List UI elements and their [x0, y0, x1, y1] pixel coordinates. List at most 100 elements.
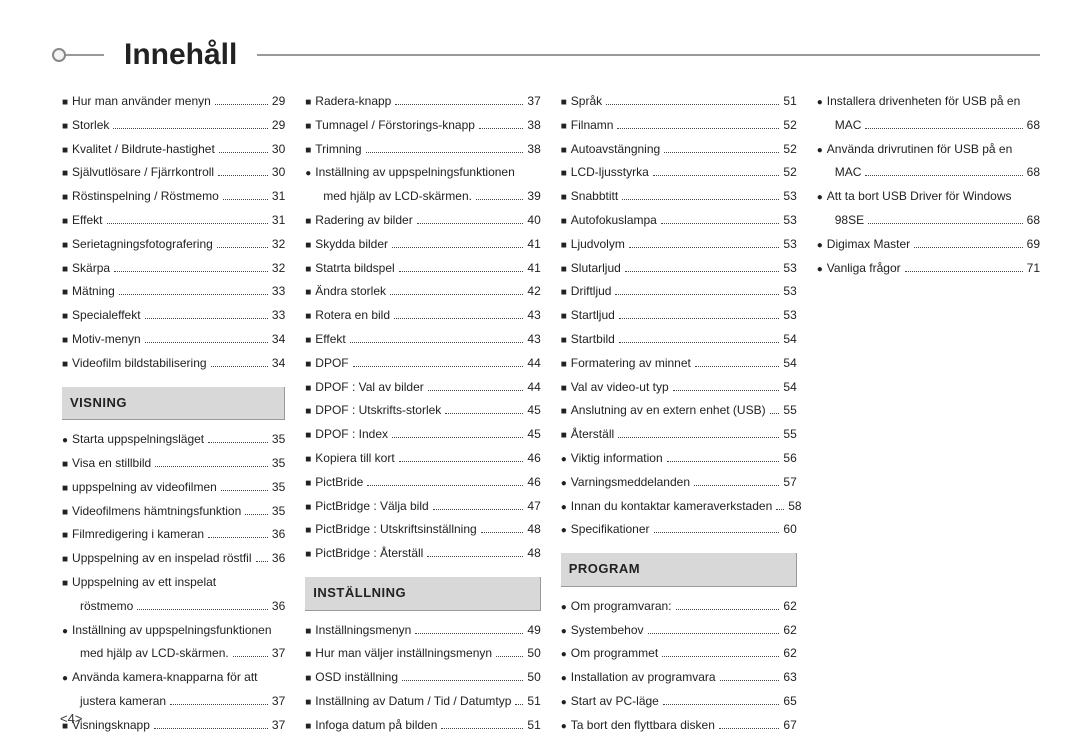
toc-entry: ■Startljud53	[561, 304, 797, 327]
toc-entry: ■Autofokuslampa53	[561, 209, 797, 232]
toc-entry: ●Inställning av uppspelningsfunktionen	[62, 619, 285, 642]
bullet-icon: ■	[62, 479, 68, 498]
toc-entry-label: OSD inställning	[315, 666, 398, 689]
toc-entry: ■Driftljud53	[561, 280, 797, 303]
toc-entry: ■Ändra storlek42	[305, 280, 541, 303]
toc-entry-page: 51	[783, 90, 796, 113]
leader-dots	[107, 223, 268, 224]
bullet-icon: ■	[305, 498, 311, 517]
leader-dots	[233, 656, 268, 657]
toc-entry-page: 52	[783, 114, 796, 137]
leader-dots	[619, 318, 780, 319]
leader-dots	[694, 485, 779, 486]
toc-entry-page: 71	[1027, 257, 1040, 280]
leader-dots	[776, 509, 784, 510]
leader-dots	[481, 532, 524, 533]
toc-entry-page: 54	[783, 352, 796, 375]
toc-entry: ●Varningsmeddelanden57	[561, 471, 797, 494]
leader-dots	[415, 633, 523, 634]
toc-entry-page: 54	[783, 376, 796, 399]
section-heading: INSTÄLLNING	[305, 577, 541, 611]
bullet-icon: ■	[62, 164, 68, 183]
bullet-icon: ■	[305, 693, 311, 712]
bullet-icon: ■	[305, 236, 311, 255]
leader-dots	[427, 556, 523, 557]
leader-dots	[256, 561, 268, 562]
toc-entry-page: 35	[272, 452, 285, 475]
toc-entry-page: 30	[272, 161, 285, 184]
toc-entry: ■Autoavstängning52	[561, 138, 797, 161]
toc-entry-page: 37	[272, 690, 285, 713]
toc-entry-label: Systembehov	[571, 619, 644, 642]
toc-entry-label: Trimning	[315, 138, 361, 161]
leader-dots	[218, 175, 268, 176]
toc-entry: ■Videofilmens hämtningsfunktion35	[62, 500, 285, 523]
leader-dots	[154, 728, 268, 729]
toc-entry-page: 42	[527, 280, 540, 303]
toc-entry: ■Uppspelning av en inspelad röstfil36	[62, 547, 285, 570]
toc-entry-label: Digimax Master	[827, 233, 910, 256]
toc-entry: ●Vanliga frågor71	[817, 257, 1040, 280]
toc-entry-label: Inställning av Datum / Tid / Datumtyp	[315, 690, 511, 713]
toc-entry: ■Formatering av minnet54	[561, 352, 797, 375]
toc-column: ●Installera drivenheten för USB på enMAC…	[817, 90, 1040, 738]
toc-entry: ■Skärpa32	[62, 257, 285, 280]
toc-entry: ■Visa en stillbild35	[62, 452, 285, 475]
toc-entry-page: 53	[783, 185, 796, 208]
toc-entry: ■DPOF : Utskrifts-storlek45	[305, 399, 541, 422]
toc-entry-label: Mätning	[72, 280, 115, 303]
toc-entry: ■Filnamn52	[561, 114, 797, 137]
bullet-icon: ■	[561, 426, 567, 445]
leader-dots	[865, 175, 1022, 176]
bullet-icon: ■	[561, 212, 567, 231]
page-title: Innehåll	[124, 38, 237, 72]
leader-dots	[905, 271, 1023, 272]
leader-dots	[648, 633, 780, 634]
toc-entry-page: 67	[783, 714, 796, 737]
bullet-icon: ■	[561, 236, 567, 255]
bullet-icon: ●	[62, 669, 68, 688]
leader-dots	[653, 175, 780, 176]
toc-entry: ■Statrta bildspel41	[305, 257, 541, 280]
toc-entry-label: Videofilm bildstabilisering	[72, 352, 207, 375]
bullet-icon: ■	[62, 117, 68, 136]
bullet-icon: ■	[305, 307, 311, 326]
leader-dots	[245, 514, 268, 515]
leader-dots	[145, 342, 268, 343]
toc-entry-page: 48	[527, 542, 540, 565]
toc-entry-label: Formatering av minnet	[571, 352, 691, 375]
toc-entry: ■PictBridge : Utskriftsinställning48	[305, 518, 541, 541]
toc-entry-label: Snabbtitt	[571, 185, 618, 208]
toc-entry-page: 62	[783, 595, 796, 618]
bullet-icon: ●	[561, 717, 567, 736]
toc-entry: ■Specialeffekt33	[62, 304, 285, 327]
bullet-icon: ■	[561, 188, 567, 207]
toc-entry-page: 46	[527, 447, 540, 470]
toc-entry-label: Visa en stillbild	[72, 452, 151, 475]
bullet-icon: ●	[62, 622, 68, 641]
leader-dots	[618, 437, 779, 438]
toc-entry-label: Infoga datum på bilden	[315, 714, 437, 737]
toc-entry-page: 49	[527, 619, 540, 642]
toc-entry: ■PictBridge : Välja bild47	[305, 495, 541, 518]
toc-entry-page: 34	[272, 352, 285, 375]
toc-entry-label: Varningsmeddelanden	[571, 471, 690, 494]
bullet-icon: ■	[62, 331, 68, 350]
toc-entry: ●Om programmet62	[561, 642, 797, 665]
toc-entry: ●Installera drivenheten för USB på en	[817, 90, 1040, 113]
leader-dots	[720, 680, 780, 681]
toc-entry-page: 68	[1027, 114, 1040, 137]
leader-dots	[914, 247, 1022, 248]
toc-entry-label: 98SE	[835, 209, 864, 232]
toc-entry-page: 29	[272, 114, 285, 137]
toc-entry-page: 29	[272, 90, 285, 113]
leader-dots	[663, 704, 780, 705]
toc-entry-page: 53	[783, 257, 796, 280]
leader-dots	[445, 413, 523, 414]
toc-entry-label: Använda kamera-knapparna för att	[72, 666, 257, 689]
bullet-icon: ●	[817, 260, 823, 279]
leader-dots	[353, 366, 524, 367]
toc-entry: MAC68	[817, 114, 1040, 137]
bullet-icon: ●	[561, 450, 567, 469]
toc-entry-page: 43	[527, 304, 540, 327]
